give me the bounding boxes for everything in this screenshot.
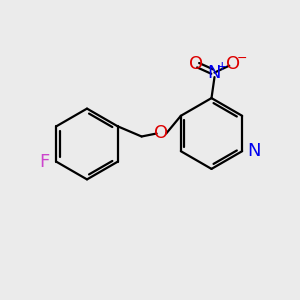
Text: N: N (248, 142, 261, 160)
Text: O: O (226, 55, 240, 73)
Text: F: F (40, 153, 50, 171)
Text: O: O (189, 55, 203, 73)
Text: −: − (236, 52, 247, 65)
Text: N: N (208, 64, 221, 82)
Text: +: + (217, 60, 228, 73)
Text: O: O (154, 124, 169, 142)
